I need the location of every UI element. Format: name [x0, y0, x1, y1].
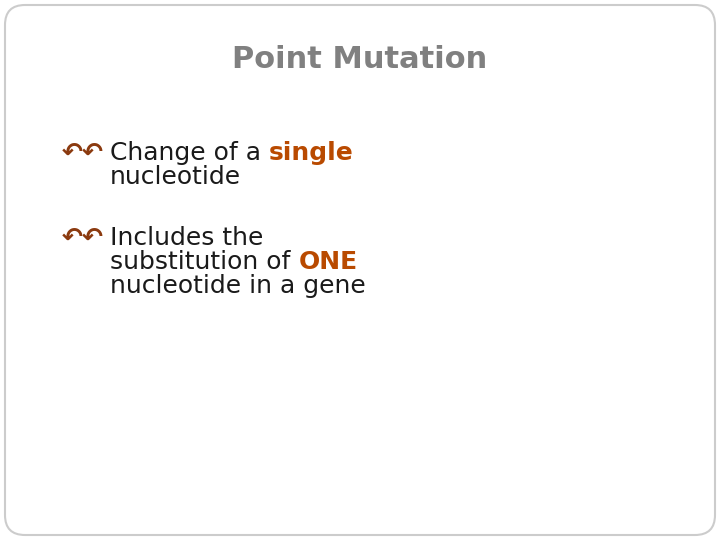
Text: nucleotide: nucleotide [110, 165, 241, 189]
Text: ↶↶: ↶↶ [62, 226, 104, 250]
Text: Includes the: Includes the [110, 226, 264, 250]
Text: nucleotide in a gene: nucleotide in a gene [110, 274, 366, 298]
Text: ONE: ONE [298, 250, 358, 274]
FancyBboxPatch shape [5, 5, 715, 535]
Text: Change of a: Change of a [110, 141, 269, 165]
Text: single: single [269, 141, 354, 165]
Text: Point Mutation: Point Mutation [233, 45, 487, 75]
Text: substitution of: substitution of [110, 250, 298, 274]
Text: ↶↶: ↶↶ [62, 141, 104, 165]
